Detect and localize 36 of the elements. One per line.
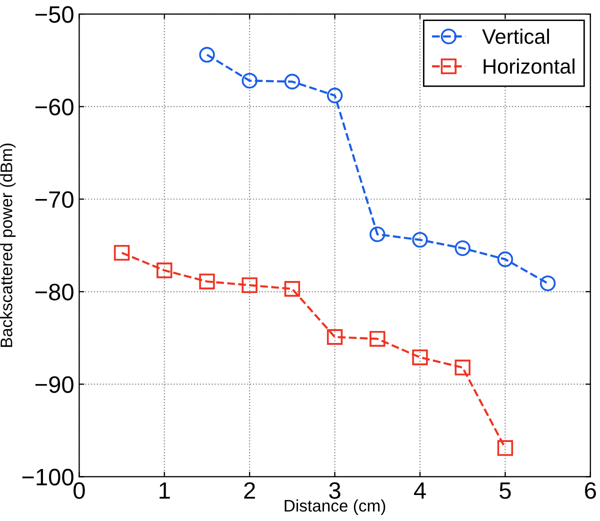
point (114, 244, 130, 261)
x-tick-label: 2 (244, 482, 255, 499)
point (199, 46, 215, 63)
y-axis-title: Backscattered power (dBm) (0, 144, 16, 347)
y-tick-label: −60 (35, 98, 74, 116)
y-tick-label: −50 (35, 6, 74, 23)
point (326, 88, 343, 104)
legend-label: Horizontal (484, 58, 574, 74)
point (242, 72, 258, 89)
point (454, 240, 470, 256)
point (284, 74, 300, 90)
point (370, 226, 386, 242)
x-tick-label: 4 (414, 482, 426, 499)
y-tick-label: −100 (22, 468, 74, 486)
y-tick-label: −70 (35, 191, 74, 208)
legend-label: Vertical (482, 28, 549, 44)
x-axis-title: Distance (cm) (284, 499, 386, 515)
y-tick-label: −90 (35, 376, 74, 393)
point (540, 275, 556, 292)
point (156, 262, 172, 278)
x-tick-label: 0 (74, 482, 85, 499)
point (199, 274, 215, 290)
point (242, 277, 258, 294)
point (454, 360, 470, 376)
point (284, 281, 300, 297)
x-tick-label: 5 (500, 482, 511, 499)
x-tick-label: 6 (585, 482, 596, 499)
point (370, 330, 386, 347)
point (326, 329, 343, 345)
point (412, 232, 428, 248)
point (497, 440, 514, 456)
y-tick-label: −80 (35, 284, 74, 300)
x-tick-label: 1 (160, 482, 170, 499)
point (412, 350, 428, 366)
x-tick-label: 3 (329, 482, 340, 499)
point (497, 251, 514, 268)
